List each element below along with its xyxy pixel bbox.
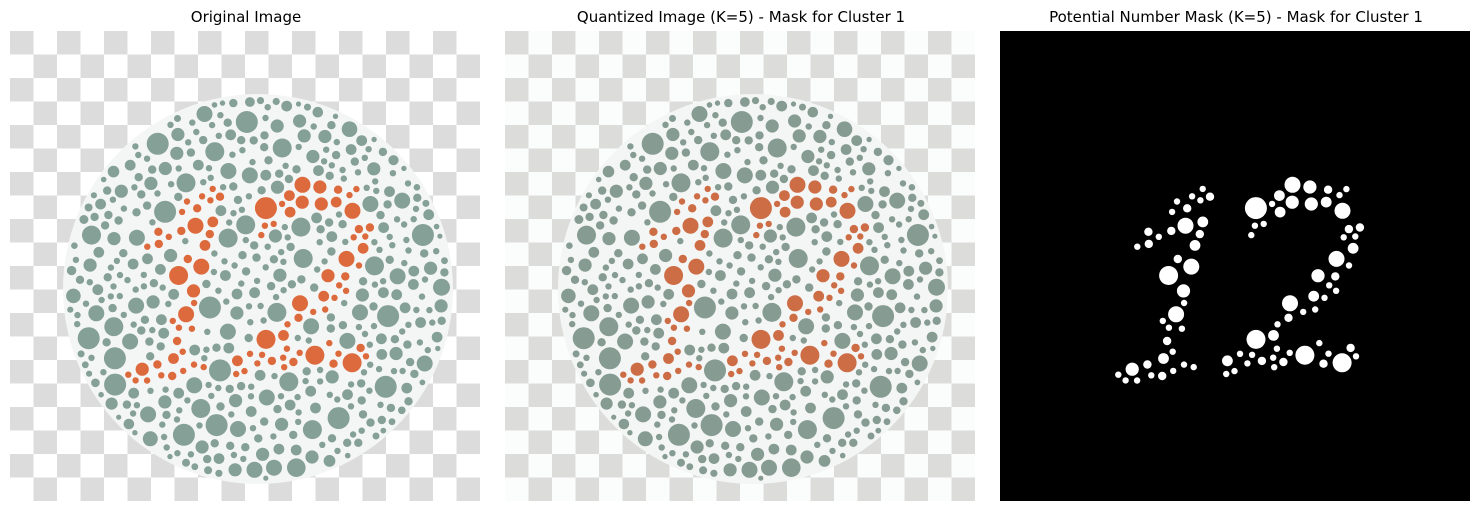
panel-title: Original Image [190, 8, 302, 26]
panel-mask: Potential Number Mask (K=5) - Mask for C… [1000, 0, 1472, 511]
original-image [10, 31, 480, 501]
quantized-image [505, 31, 975, 501]
number-mask-dots [1115, 176, 1365, 384]
panel-title: Potential Number Mask (K=5) - Mask for C… [1049, 8, 1423, 26]
panel-title: Quantized Image (K=5) - Mask for Cluster… [576, 8, 906, 26]
number-mask-image [1000, 31, 1470, 501]
plate-dots [66, 97, 450, 481]
panel-quantized: Quantized Image (K=5) - Mask for Cluster… [505, 0, 977, 511]
plate-dots [561, 97, 945, 481]
mask-background [1000, 31, 1470, 501]
panel-original: Original Image [10, 0, 482, 511]
